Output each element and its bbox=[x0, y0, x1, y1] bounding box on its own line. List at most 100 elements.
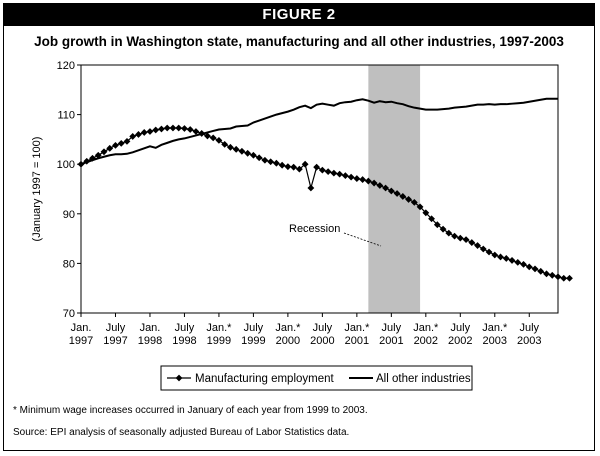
x-tick-label-line1: July bbox=[382, 322, 402, 334]
recession-pointer bbox=[343, 232, 382, 247]
data-point-manufacturing bbox=[158, 125, 165, 133]
data-point-manufacturing bbox=[77, 160, 85, 168]
data-point-manufacturing bbox=[543, 270, 550, 278]
legend-group: Manufacturing employment All other indust… bbox=[160, 365, 473, 391]
x-tick-label-line1: July bbox=[175, 322, 195, 334]
data-point-manufacturing bbox=[439, 225, 447, 233]
data-point-manufacturing bbox=[393, 190, 401, 197]
data-point-manufacturing bbox=[566, 274, 573, 282]
data-point-manufacturing bbox=[146, 128, 154, 135]
data-point-manufacturing bbox=[479, 245, 487, 253]
data-point-manufacturing bbox=[508, 257, 516, 264]
data-point-manufacturing bbox=[554, 273, 562, 281]
data-point-manufacturing bbox=[163, 124, 171, 132]
footnote-minimum-wage: * Minimum wage increases occurred in Jan… bbox=[13, 405, 368, 416]
data-point-manufacturing bbox=[462, 236, 470, 243]
y-tick-label: 90 bbox=[63, 209, 75, 221]
data-point-manufacturing bbox=[537, 267, 545, 275]
data-point-manufacturing bbox=[341, 172, 349, 180]
data-point-manufacturing bbox=[428, 215, 435, 223]
data-point-manufacturing bbox=[405, 196, 412, 203]
x-tick-label-line1: Jan.* bbox=[482, 322, 508, 334]
x-tick-label-line2: 1997 bbox=[103, 335, 127, 347]
x-tick-label-line2: 1998 bbox=[172, 335, 196, 347]
data-point-manufacturing bbox=[347, 173, 355, 181]
data-point-manufacturing bbox=[410, 198, 418, 206]
figure-frame: FIGURE 2 Job growth in Washington state,… bbox=[3, 3, 595, 451]
data-point-manufacturing bbox=[485, 248, 493, 256]
y-tick-label: 120 bbox=[57, 60, 75, 72]
y-tick-label: 110 bbox=[57, 110, 75, 122]
data-point-manufacturing bbox=[301, 160, 309, 168]
figure-banner: FIGURE 2 bbox=[4, 4, 594, 26]
data-point-manufacturing bbox=[181, 125, 188, 132]
data-point-manufacturing bbox=[387, 187, 395, 195]
data-point-manufacturing bbox=[192, 128, 200, 135]
data-point-manufacturing bbox=[324, 168, 332, 176]
data-point-manufacturing bbox=[382, 184, 389, 192]
data-point-manufacturing bbox=[497, 253, 504, 261]
data-point-manufacturing bbox=[244, 149, 252, 157]
data-point-manufacturing bbox=[261, 156, 269, 164]
data-point-manufacturing bbox=[416, 203, 424, 211]
y-tick-label: 100 bbox=[57, 159, 75, 171]
x-tick-label-line1: Jan.* bbox=[344, 322, 370, 334]
legend-label-manufacturing: Manufacturing employment bbox=[195, 373, 335, 385]
data-point-manufacturing bbox=[255, 154, 263, 162]
data-point-manufacturing bbox=[445, 229, 453, 237]
data-point-manufacturing bbox=[456, 234, 464, 242]
axes-group: 708090100110120Jan.1997July1997Jan.1998J… bbox=[31, 60, 559, 347]
x-tick-label-line2: 2000 bbox=[276, 335, 300, 347]
x-tick-label-line2: 2000 bbox=[310, 335, 334, 347]
x-tick-label-line2: 2002 bbox=[414, 335, 438, 347]
data-point-manufacturing bbox=[238, 147, 246, 155]
data-point-manufacturing bbox=[152, 126, 160, 134]
data-point-manufacturing bbox=[560, 274, 568, 282]
data-point-manufacturing bbox=[531, 265, 539, 273]
data-point-manufacturing bbox=[117, 139, 125, 147]
data-point-manufacturing bbox=[336, 170, 344, 178]
data-point-manufacturing bbox=[514, 259, 522, 266]
data-point-manufacturing bbox=[399, 193, 407, 200]
data-point-manufacturing bbox=[215, 136, 223, 144]
data-point-manufacturing bbox=[491, 251, 499, 259]
data-point-manufacturing bbox=[140, 129, 148, 136]
x-tick-label-line2: 2002 bbox=[448, 335, 472, 347]
x-tick-label-line2: 2003 bbox=[483, 335, 507, 347]
data-point-manufacturing bbox=[106, 144, 114, 152]
x-tick-label-line1: Jan. bbox=[71, 322, 92, 334]
data-point-manufacturing bbox=[502, 255, 510, 262]
x-tick-label-line2: 2001 bbox=[379, 335, 403, 347]
x-tick-label-line1: July bbox=[244, 322, 264, 334]
y-tick-label: 70 bbox=[63, 308, 75, 320]
x-tick-label-line1: Jan.* bbox=[275, 322, 301, 334]
data-point-manufacturing bbox=[221, 140, 229, 148]
plot-area-border bbox=[80, 64, 559, 314]
x-tick-label-line2: 2003 bbox=[517, 335, 541, 347]
data-point-manufacturing bbox=[135, 131, 142, 138]
data-point-manufacturing bbox=[330, 169, 338, 177]
x-tick-label-line2: 1999 bbox=[241, 335, 265, 347]
data-point-manufacturing bbox=[307, 184, 315, 192]
data-point-manufacturing bbox=[290, 163, 298, 171]
footnote-source: Source: EPI analysis of seasonally adjus… bbox=[13, 427, 350, 438]
recession-label: Recession bbox=[289, 223, 340, 235]
data-point-manufacturing bbox=[370, 179, 378, 187]
data-point-manufacturing bbox=[250, 151, 257, 159]
x-tick-label-line2: 1998 bbox=[138, 335, 162, 347]
data-point-manufacturing bbox=[451, 232, 458, 240]
data-point-manufacturing bbox=[227, 143, 234, 151]
data-point-manufacturing bbox=[422, 209, 430, 217]
data-point-manufacturing bbox=[433, 221, 441, 229]
x-tick-label-line1: July bbox=[106, 322, 126, 334]
data-point-manufacturing bbox=[353, 175, 361, 182]
data-point-manufacturing bbox=[359, 176, 367, 183]
data-point-manufacturing bbox=[548, 271, 556, 279]
x-tick-label-line2: 2001 bbox=[345, 335, 369, 347]
y-axis-label: (January 1997 = 100) bbox=[31, 137, 43, 242]
data-point-manufacturing bbox=[364, 177, 372, 185]
data-point-manufacturing bbox=[284, 163, 292, 171]
data-point-manufacturing bbox=[468, 239, 476, 246]
x-tick-label-line2: 1997 bbox=[69, 335, 93, 347]
data-point-manufacturing bbox=[520, 260, 527, 268]
